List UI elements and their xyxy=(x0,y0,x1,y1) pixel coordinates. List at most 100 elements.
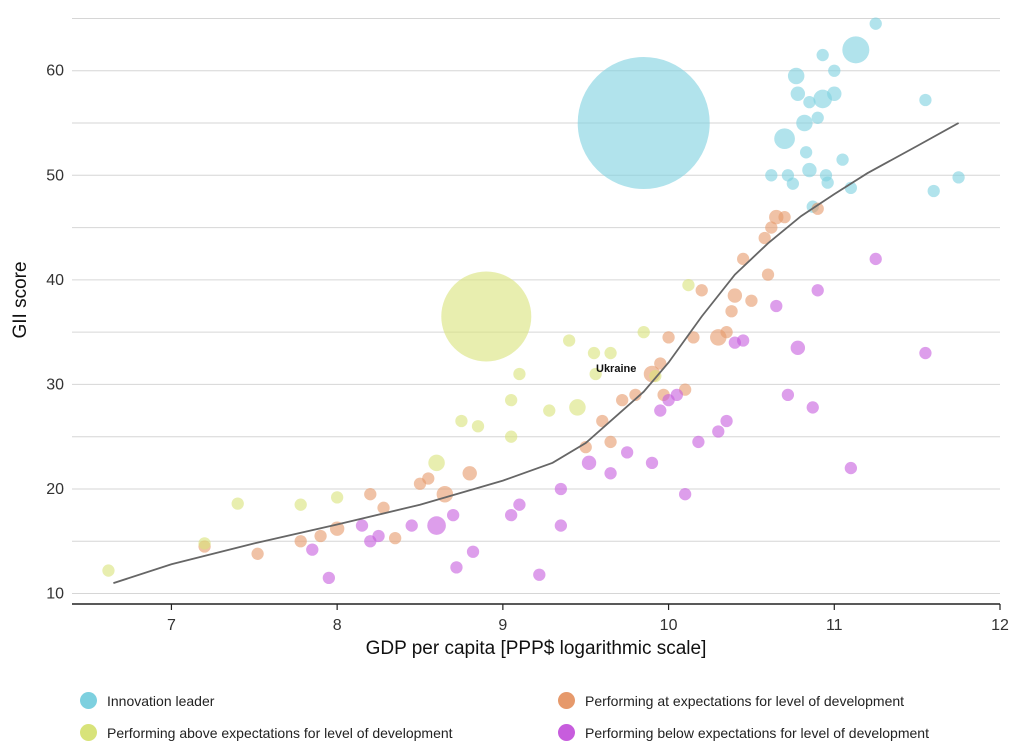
data-point-series-3 xyxy=(604,467,617,480)
data-point-series-0 xyxy=(821,176,834,189)
scatter-chart: Ukraine 10 20 30 40 50 60 7 8 9 10 11 12 GDP per ca… xyxy=(10,17,1009,659)
data-point-series-3 xyxy=(554,519,568,532)
legend-label: Innovation leader xyxy=(107,692,215,709)
data-point-series-3 xyxy=(466,545,480,558)
data-point-series-1 xyxy=(695,284,708,297)
data-point-series-3 xyxy=(781,388,795,402)
data-point-series-1 xyxy=(654,357,667,370)
data-point-series-0 xyxy=(927,184,940,198)
data-point-series-2 xyxy=(504,393,518,407)
gridlines xyxy=(72,17,1000,595)
data-point-series-1 xyxy=(596,414,609,428)
data-point-series-0 xyxy=(919,93,932,107)
legend-label: Performing below expectations for level … xyxy=(585,724,929,741)
data-point-series-2 xyxy=(231,497,244,510)
data-point-series-0 xyxy=(774,128,795,150)
data-point-series-1 xyxy=(462,466,477,481)
data-point-series-1 xyxy=(616,393,629,407)
x-axis-title: GDP per capita [PPP$ logarithmic scale] xyxy=(366,638,707,659)
legend: Innovation leader Performing at expectat… xyxy=(80,692,1010,752)
x-tick-label: 12 xyxy=(991,617,1009,634)
data-points xyxy=(102,17,965,585)
data-point-series-2 xyxy=(428,454,445,472)
data-point-series-2 xyxy=(330,491,344,504)
data-point-series-3 xyxy=(620,446,634,459)
data-point-series-3 xyxy=(770,299,783,313)
data-point-series-3 xyxy=(736,334,750,347)
data-point-series-3 xyxy=(504,508,518,522)
data-point-series-0 xyxy=(799,146,813,159)
data-point-series-1 xyxy=(662,331,675,344)
data-point-series-0 xyxy=(787,67,805,85)
y-tick-label: 40 xyxy=(46,272,64,289)
data-point-series-2 xyxy=(543,404,556,417)
x-tick-label: 9 xyxy=(498,617,507,634)
data-point-series-0 xyxy=(811,111,824,124)
trend-line-group xyxy=(113,122,960,584)
data-point-series-3 xyxy=(405,519,418,532)
y-tick-label: 30 xyxy=(46,376,64,393)
y-tick-label: 20 xyxy=(46,481,64,498)
data-point-series-3 xyxy=(790,340,806,356)
legend-item-at-expectations: Performing at expectations for level of … xyxy=(558,692,904,709)
data-point-series-3 xyxy=(554,482,568,496)
data-point-series-1 xyxy=(604,435,617,449)
data-point-series-2 xyxy=(471,420,485,433)
data-point-series-3 xyxy=(720,414,733,428)
data-point-series-3 xyxy=(844,461,858,475)
legend-swatch xyxy=(80,692,97,709)
legend-swatch xyxy=(558,724,575,741)
data-point-series-1 xyxy=(811,202,824,215)
data-point-series-1 xyxy=(388,531,402,545)
data-point-series-1 xyxy=(251,547,264,560)
data-point-series-3 xyxy=(322,571,336,585)
data-point-series-2 xyxy=(441,271,532,362)
data-point-series-0 xyxy=(796,114,813,132)
data-point-series-3 xyxy=(513,498,526,511)
data-point-series-1 xyxy=(745,294,758,307)
data-point-series-1 xyxy=(422,472,435,485)
data-point-series-1 xyxy=(736,252,750,266)
data-point-series-1 xyxy=(761,268,775,281)
data-point-series-3 xyxy=(306,543,319,556)
data-point-series-2 xyxy=(455,414,468,428)
data-point-series-0 xyxy=(816,48,829,62)
legend-label: Performing above expectations for level … xyxy=(107,724,453,741)
data-point-series-2 xyxy=(637,325,650,339)
data-point-series-0 xyxy=(828,64,841,77)
y-tick-label: 10 xyxy=(46,586,64,603)
data-point-series-3 xyxy=(427,516,446,535)
data-point-series-0 xyxy=(577,57,710,190)
legend-item-above-expectations: Performing above expectations for level … xyxy=(80,724,453,741)
y-tick-label: 60 xyxy=(46,63,64,80)
data-point-series-3 xyxy=(712,425,725,438)
data-point-series-2 xyxy=(198,537,211,550)
data-point-series-2 xyxy=(504,430,518,443)
data-point-series-2 xyxy=(102,564,115,577)
data-point-series-2 xyxy=(562,334,576,347)
y-tick-label: 50 xyxy=(46,167,64,184)
trend-line xyxy=(113,122,960,584)
data-point-series-2 xyxy=(604,346,617,360)
data-point-series-3 xyxy=(450,561,463,574)
data-point-series-0 xyxy=(790,86,806,101)
data-point-series-3 xyxy=(446,508,460,522)
data-point-series-2 xyxy=(589,367,602,381)
legend-item-innovation-leader: Innovation leader xyxy=(80,692,214,709)
data-point-series-3 xyxy=(811,284,824,297)
data-point-series-1 xyxy=(314,529,327,543)
data-point-series-3 xyxy=(581,455,597,471)
data-point-series-0 xyxy=(842,36,870,64)
data-point-series-1 xyxy=(765,221,778,234)
x-tick-label: 10 xyxy=(660,617,678,634)
data-point-series-0 xyxy=(802,162,817,178)
data-point-series-1 xyxy=(778,210,791,224)
data-point-series-1 xyxy=(364,488,377,501)
y-axis-title: GII score xyxy=(10,261,31,338)
data-point-series-3 xyxy=(372,529,385,543)
data-point-series-0 xyxy=(803,95,816,109)
data-point-series-1 xyxy=(687,331,700,344)
data-point-series-3 xyxy=(670,388,684,402)
data-point-series-2 xyxy=(587,346,601,360)
data-point-series-3 xyxy=(355,519,369,532)
